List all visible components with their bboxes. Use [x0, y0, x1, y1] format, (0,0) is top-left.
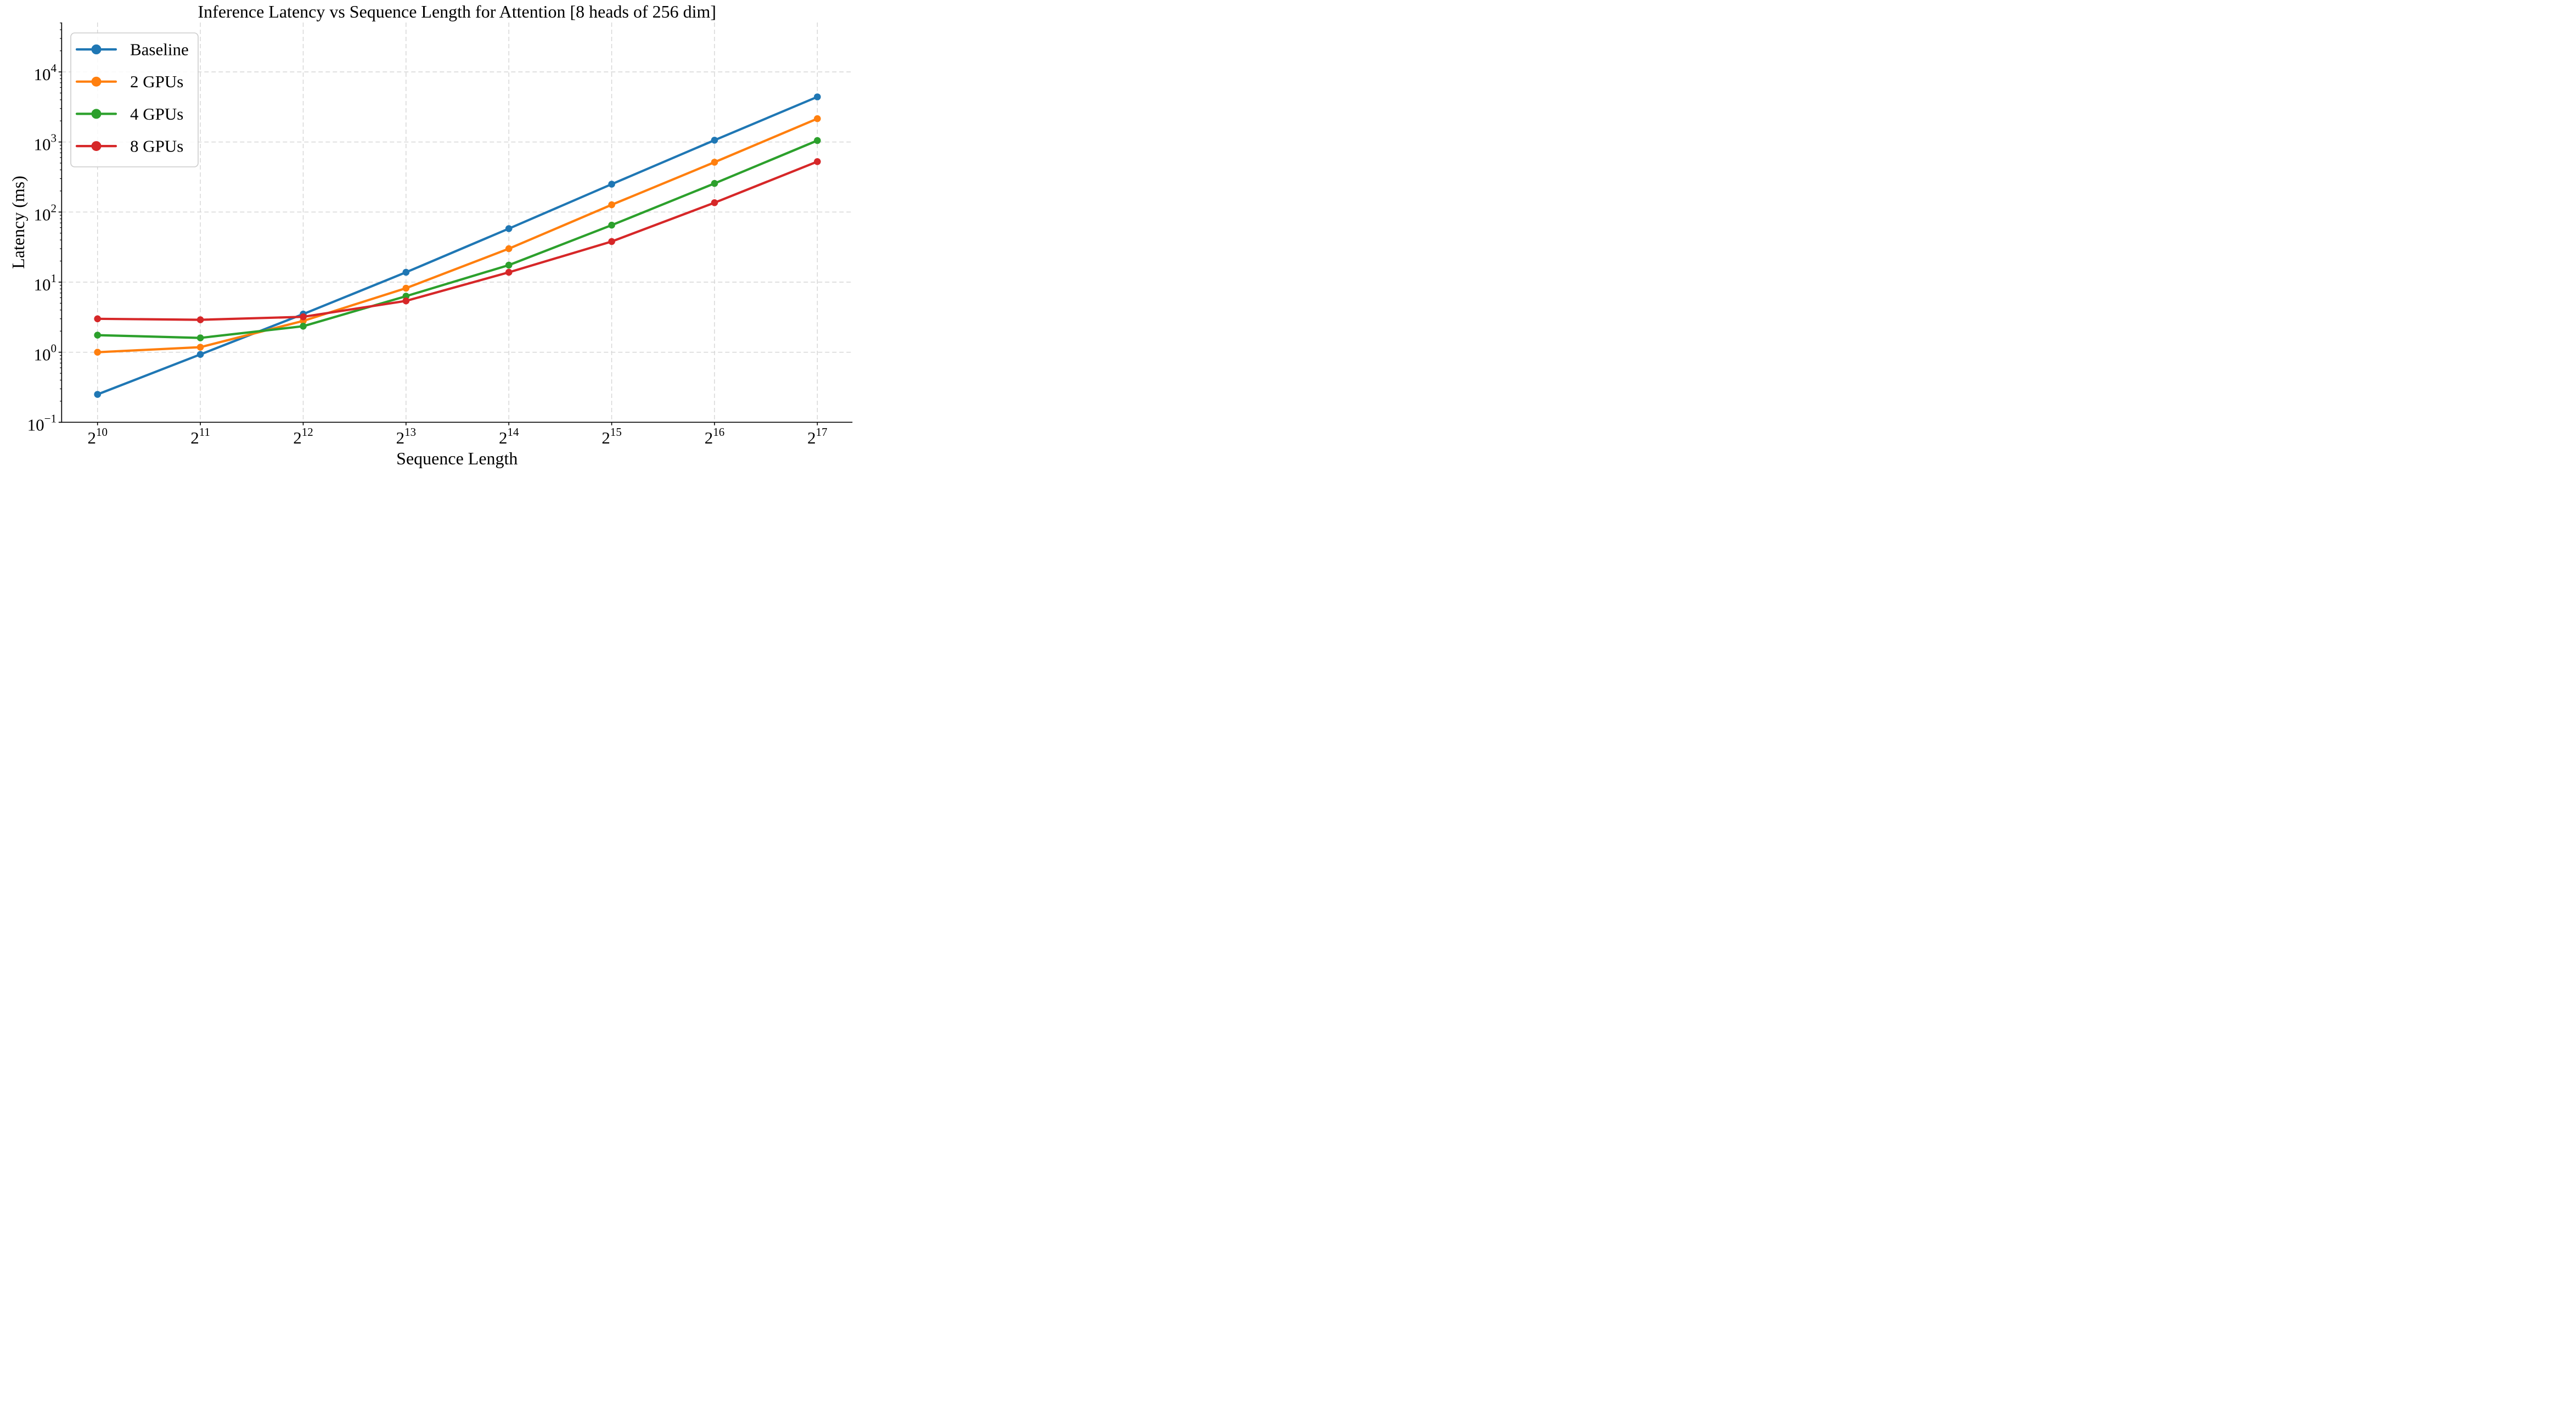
x-tick-label-2^10: 210: [87, 425, 108, 447]
y-tick-label-10^-1: 10−1: [27, 412, 57, 434]
legend-item-baseline: Baseline: [75, 40, 189, 59]
series-line-8-gpus: [96, 160, 819, 321]
data-point-2-gpus-2^16: [711, 159, 718, 166]
data-point-2-gpus-2^17: [814, 115, 821, 122]
x-tick-label-2^16: 216: [705, 425, 725, 447]
y-tick-label-10^2: 102: [34, 201, 57, 224]
data-point-8-gpus-2^10: [94, 315, 101, 323]
axes-layer: [58, 23, 853, 425]
x-tick-label-2^14: 214: [499, 425, 519, 447]
data-point-baseline-2^15: [608, 181, 615, 188]
series-markers-baseline: [94, 93, 821, 398]
legend-item-label: 2 GPUs: [130, 72, 183, 91]
data-point-8-gpus-2^15: [608, 238, 615, 245]
series-line-4-gpus: [96, 139, 819, 339]
y-axis-label: Latency (ms): [8, 176, 28, 269]
data-point-baseline-2^16: [711, 137, 718, 144]
data-point-8-gpus-2^12: [300, 313, 307, 321]
data-point-baseline-2^11: [196, 351, 204, 358]
legend-marker-dot: [91, 141, 102, 151]
data-point-4-gpus-2^16: [711, 179, 718, 187]
data-point-4-gpus-2^15: [608, 221, 615, 229]
x-tick-label-2^11: 211: [190, 425, 210, 447]
data-point-baseline-2^10: [94, 391, 101, 398]
data-point-baseline-2^17: [814, 93, 821, 100]
x-tick-label-2^17: 217: [807, 425, 828, 447]
legend-item-2-gpus: 2 GPUs: [75, 72, 183, 91]
series-layer: [94, 93, 821, 398]
y-tick-label-10^3: 103: [34, 132, 57, 154]
data-point-8-gpus-2^17: [814, 158, 821, 165]
y-tick-label-10^1: 101: [34, 272, 57, 294]
data-point-4-gpus-2^14: [505, 261, 513, 269]
data-point-4-gpus-2^10: [94, 332, 101, 339]
latency-line-chart: 210 211 212 213 214 215 216 217 104 103 102 101 100 1…: [8, 2, 853, 468]
legend-marker-dot: [91, 76, 102, 87]
data-point-2-gpus-2^15: [608, 201, 615, 209]
tick-label-layer: 210 211 212 213 214 215 216 217 104 103 102 101 100 1…: [27, 61, 828, 447]
series-markers-4-gpus: [94, 137, 821, 341]
data-point-4-gpus-2^17: [814, 137, 821, 144]
legend-item-label: 8 GPUs: [130, 137, 183, 156]
x-axis-label: Sequence Length: [396, 448, 518, 468]
legend-item-label: 4 GPUs: [130, 104, 183, 124]
y-tick-label-10^0: 100: [34, 342, 57, 364]
x-tick-label-2^13: 213: [396, 425, 417, 447]
data-point-baseline-2^14: [505, 225, 513, 232]
data-point-baseline-2^13: [402, 268, 410, 276]
y-tick-label-10^4: 104: [34, 61, 57, 84]
series-line-baseline: [96, 96, 819, 396]
legend-marker-dot: [91, 109, 102, 119]
data-point-4-gpus-2^12: [300, 323, 307, 330]
legend-box: [70, 32, 199, 167]
series-markers-8-gpus: [94, 158, 821, 323]
series-line-2-gpus: [96, 117, 819, 353]
data-point-8-gpus-2^13: [402, 297, 410, 305]
legend-marker-dot: [91, 44, 102, 54]
data-point-2-gpus-2^14: [505, 245, 513, 252]
figure-canvas: 210 211 212 213 214 215 216 217 104 103 102 101 100 1…: [0, 0, 859, 473]
legend-item-label: Baseline: [130, 40, 189, 59]
chart-title: Inference Latency vs Sequence Length for…: [198, 2, 717, 21]
data-point-8-gpus-2^14: [505, 268, 513, 276]
x-tick-label-2^15: 215: [601, 425, 622, 447]
data-point-8-gpus-2^16: [711, 199, 718, 206]
legend-item-4-gpus: 4 GPUs: [75, 104, 183, 124]
data-point-2-gpus-2^13: [402, 284, 410, 292]
data-point-2-gpus-2^11: [196, 344, 204, 351]
data-point-8-gpus-2^11: [196, 316, 204, 323]
data-point-2-gpus-2^10: [94, 349, 101, 356]
legend-item-8-gpus: 8 GPUs: [75, 137, 183, 156]
x-tick-label-2^12: 212: [293, 425, 313, 447]
legend: Baseline 2 GPUs 4 GPUs 8 GPUs: [70, 32, 199, 167]
data-point-4-gpus-2^11: [196, 334, 204, 341]
